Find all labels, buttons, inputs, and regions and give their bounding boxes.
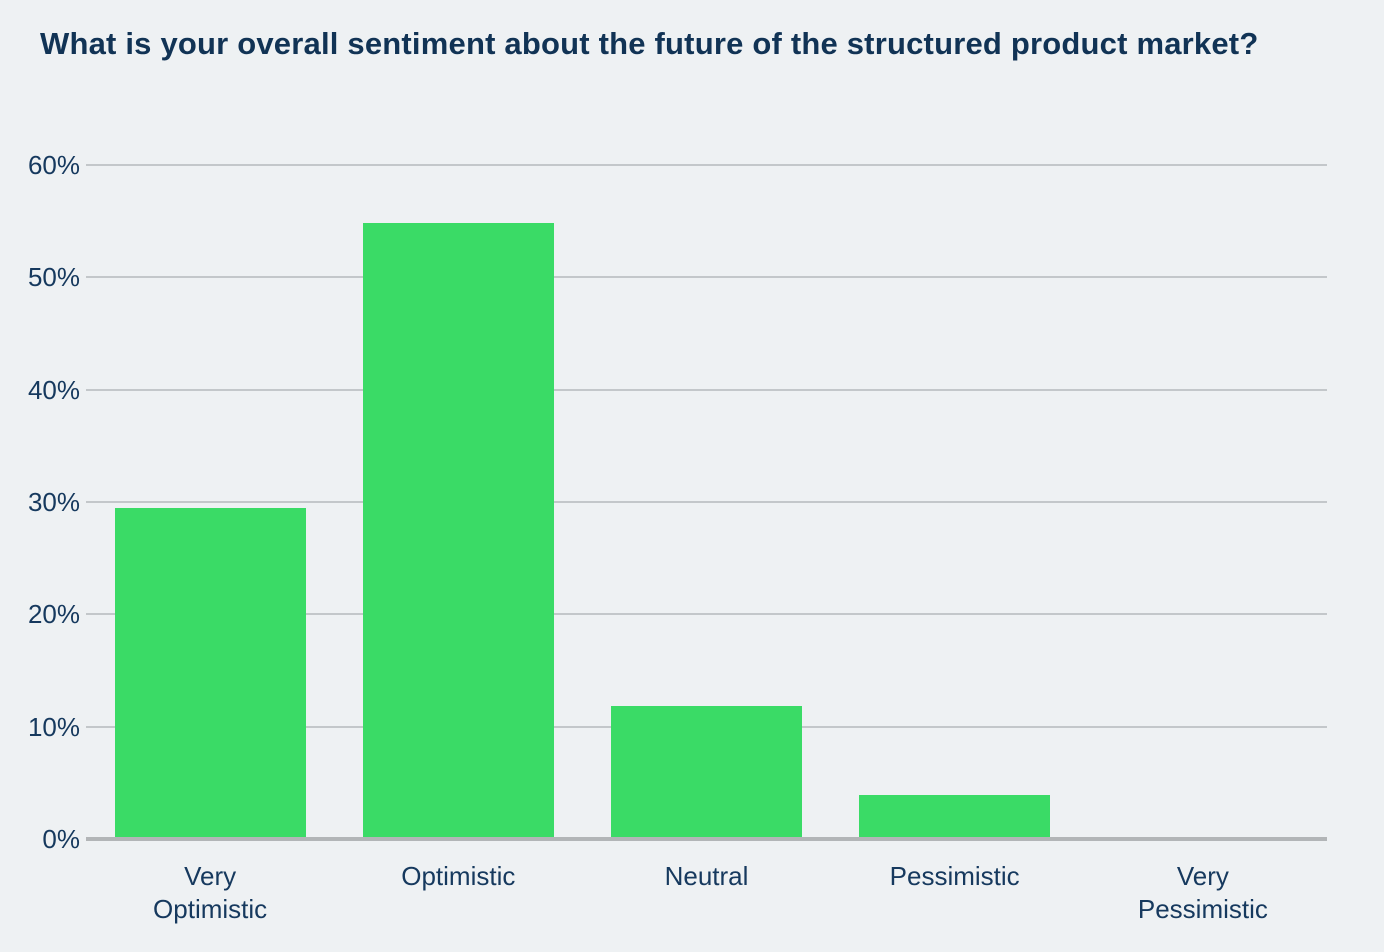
- y-tick-label-30pct: 30%: [27, 487, 80, 517]
- gridline-50pct: [86, 276, 1327, 279]
- y-tick-label-0pct: 0%: [42, 824, 80, 854]
- chart-title: What is your overall sentiment about the…: [40, 26, 1259, 61]
- x-label-neutral: Neutral: [664, 861, 749, 891]
- y-tick-label-10pct: 10%: [27, 711, 80, 742]
- x-label-very-pessimistic: Very Pessimistic: [1137, 861, 1268, 924]
- y-tick-label-60pct: 60%: [27, 150, 80, 180]
- x-label-optimistic: Optimistic: [401, 861, 516, 891]
- gridline-30pct: [86, 501, 1327, 503]
- gridline-40pct: [86, 388, 1327, 391]
- x-axis-line: [86, 837, 1327, 841]
- gridline-60pct: [86, 164, 1327, 166]
- y-tick-label-20pct: 20%: [27, 599, 80, 630]
- bar-pessimistic: [859, 795, 1051, 839]
- bar-neutral: [611, 706, 802, 839]
- y-tick-label-50pct: 50%: [27, 262, 80, 293]
- x-label-very-optimistic: Very Optimistic: [153, 861, 268, 924]
- bar-very-optimistic: [114, 507, 306, 839]
- x-label-pessimistic: Pessimistic: [889, 861, 1020, 891]
- y-tick-label-40pct: 40%: [27, 374, 80, 405]
- bar-optimistic: [362, 223, 554, 839]
- gridline-20pct: [86, 613, 1327, 616]
